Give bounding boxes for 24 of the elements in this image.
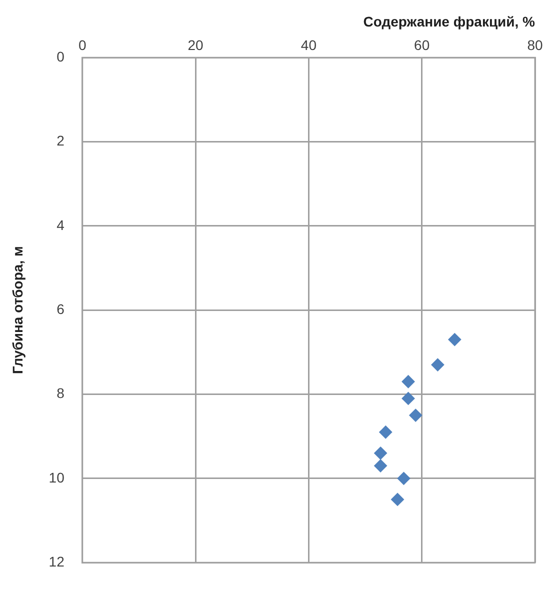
y-tick-label: 2 <box>56 132 65 149</box>
y-tick-label: 4 <box>56 216 65 233</box>
point <box>448 333 462 346</box>
y-tick-label: 6 <box>56 300 65 317</box>
point <box>374 446 388 460</box>
y-tick-label: 12 <box>48 553 65 570</box>
x-axis-title: Содержание фракций, % <box>363 13 536 30</box>
point <box>391 492 404 506</box>
point <box>409 408 422 422</box>
y-tick-label: 8 <box>56 385 65 402</box>
point <box>379 426 392 439</box>
x-tick-label: 80 <box>527 37 543 54</box>
point <box>431 358 444 372</box>
point <box>402 375 415 388</box>
point <box>402 392 415 405</box>
x-tick-label: 0 <box>78 37 86 54</box>
x-tick-label: 20 <box>188 37 204 54</box>
point <box>374 459 388 472</box>
y-tick-label: 0 <box>56 48 65 64</box>
y-axis-title: Глубина отбора, м <box>9 246 26 374</box>
point <box>397 472 410 485</box>
y-tick-label: 10 <box>48 469 65 486</box>
x-tick-label: 60 <box>414 37 430 54</box>
x-tick-label: 40 <box>300 37 317 54</box>
